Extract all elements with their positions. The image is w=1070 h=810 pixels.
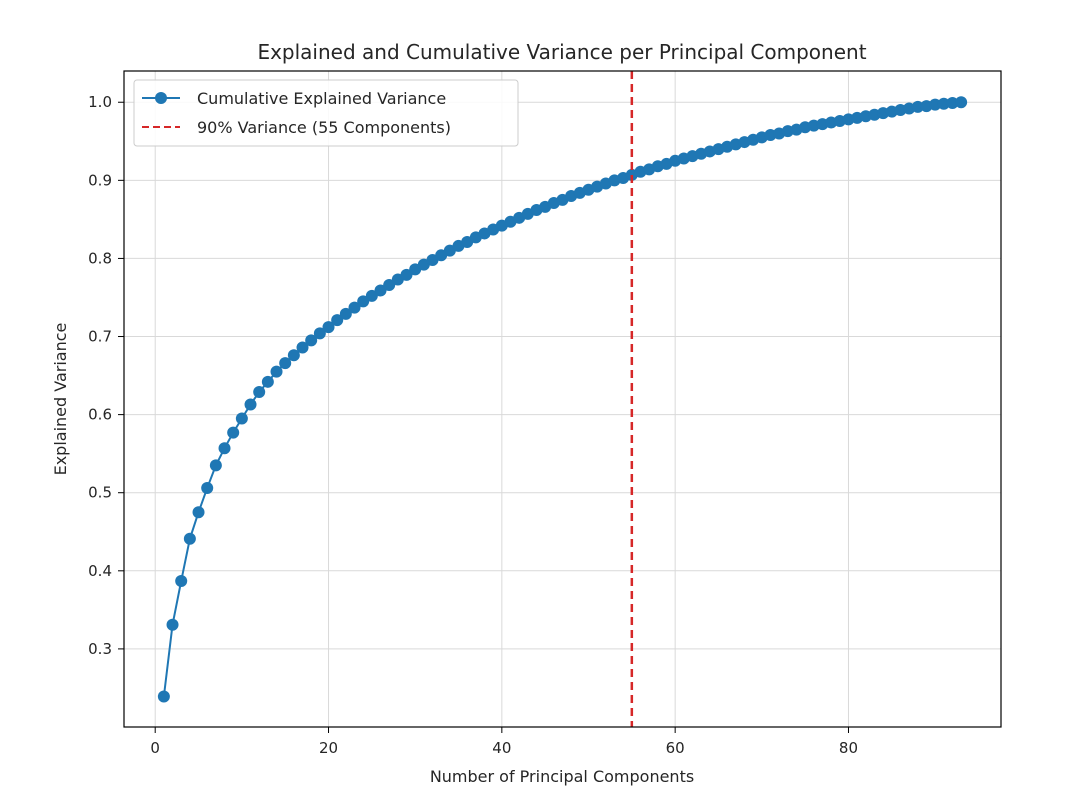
- cumulative-variance-point: [166, 618, 179, 631]
- cumulative-variance-point: [946, 97, 959, 110]
- cumulative-variance-point: [374, 284, 387, 297]
- cumulative-variance-point: [911, 100, 924, 113]
- y-tick-label: 0.5: [88, 484, 112, 502]
- x-tick-label: 40: [492, 739, 511, 757]
- legend-box: [133, 79, 519, 147]
- cumulative-variance-point: [209, 459, 222, 472]
- legend-marker-swatch: [155, 92, 167, 104]
- cumulative-variance-point: [261, 375, 274, 388]
- cumulative-variance-point: [218, 442, 231, 455]
- cumulative-variance-point: [383, 278, 396, 291]
- cumulative-variance-point: [244, 398, 257, 411]
- cumulative-variance-point: [183, 532, 196, 545]
- y-axis-title: Explained Variance: [51, 323, 70, 476]
- x-tick-label: 20: [319, 739, 338, 757]
- grid-lines: [124, 71, 1001, 727]
- cumulative-variance-point: [287, 349, 300, 362]
- legend: Cumulative Explained Variance 90% Varian…: [133, 79, 519, 147]
- cumulative-variance-point: [365, 289, 378, 302]
- plot-frame: [123, 70, 1002, 728]
- cumulative-variance-point: [400, 268, 413, 281]
- cumulative-variance-point: [235, 412, 248, 425]
- cumulative-variance-point: [357, 295, 370, 308]
- y-tick-label: 0.8: [88, 249, 112, 267]
- axis-ticks: 0 20 40 60 80 0.3 0.4 0.5 0.6 0.7 0.8 0.9 1.0: [88, 93, 858, 757]
- cumulative-variance-point: [339, 307, 352, 320]
- y-tick-label: 0.6: [88, 406, 112, 424]
- cumulative-variance-point: [929, 98, 942, 111]
- cumulative-variance-point: [270, 365, 283, 378]
- cumulative-variance-point: [305, 334, 318, 347]
- x-axis-title: Number of Principal Components: [430, 767, 694, 786]
- y-tick-label: 0.7: [88, 328, 112, 346]
- cumulative-variance-point: [937, 97, 950, 110]
- y-tick-label: 0.4: [88, 562, 112, 580]
- legend-label-cumulative: Cumulative Explained Variance: [197, 89, 446, 108]
- cumulative-variance-point: [296, 341, 309, 354]
- x-tick-label: 60: [666, 739, 685, 757]
- cumulative-variance-point: [955, 96, 968, 109]
- y-tick-label: 1.0: [88, 93, 112, 111]
- cumulative-variance-point: [201, 482, 214, 495]
- x-tick-label: 0: [150, 739, 160, 757]
- cumulative-variance-point: [253, 385, 266, 398]
- cumulative-variance-point: [313, 327, 326, 340]
- cumulative-variance-point: [157, 690, 170, 703]
- series-layer: [157, 96, 968, 703]
- cumulative-variance-point: [192, 506, 205, 519]
- y-tick-label: 0.3: [88, 640, 112, 658]
- chart-title: Explained and Cumulative Variance per Pr…: [257, 40, 866, 64]
- cumulative-variance-point: [331, 314, 344, 327]
- legend-label-threshold: 90% Variance (55 Components): [197, 118, 451, 137]
- cumulative-variance-point: [227, 426, 240, 439]
- cumulative-variance-point: [348, 301, 361, 314]
- x-tick-label: 80: [839, 739, 858, 757]
- cumulative-variance-point: [175, 574, 188, 587]
- cumulative-variance-point: [279, 357, 292, 370]
- y-tick-label: 0.9: [88, 171, 112, 189]
- cumulative-variance-point: [322, 321, 335, 334]
